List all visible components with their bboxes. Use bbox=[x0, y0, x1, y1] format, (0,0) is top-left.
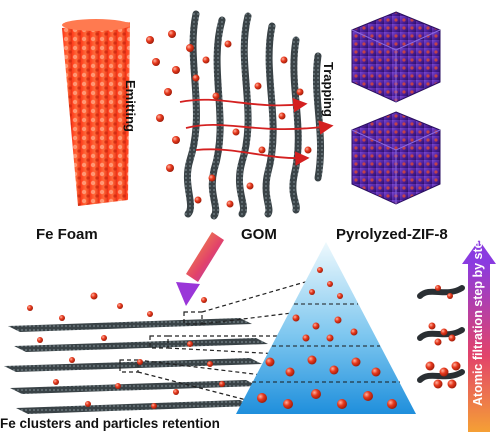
fe-particle bbox=[447, 379, 457, 389]
fe-particle bbox=[440, 328, 448, 336]
fe-particle bbox=[187, 341, 193, 347]
fe-particle bbox=[283, 399, 293, 409]
zoom-connectors bbox=[119, 279, 313, 405]
fe-particle bbox=[192, 74, 200, 82]
fe-particle bbox=[90, 292, 98, 300]
label-emitting: Emitting bbox=[123, 80, 138, 132]
fe-particle bbox=[428, 322, 436, 330]
fe-particle bbox=[434, 338, 442, 346]
fe-particle bbox=[212, 92, 220, 100]
zif-particle-bottom bbox=[351, 111, 441, 205]
fe-particle bbox=[172, 66, 180, 74]
process-arrow bbox=[176, 232, 224, 306]
fe-particle bbox=[311, 389, 321, 399]
fe-particle bbox=[329, 365, 339, 375]
fe-particle bbox=[208, 174, 216, 182]
side-sheet-samples bbox=[417, 285, 465, 383]
fe-particle bbox=[285, 367, 295, 377]
stacked-membrane-layers bbox=[4, 318, 268, 414]
fe-particle bbox=[257, 393, 267, 403]
fe-particle bbox=[156, 114, 164, 122]
fe-particle bbox=[292, 314, 300, 322]
fe-particle bbox=[219, 381, 225, 387]
fe-particle bbox=[246, 182, 254, 190]
fe-particle bbox=[85, 401, 91, 407]
fe-particle bbox=[265, 357, 275, 367]
fe-particle bbox=[307, 355, 317, 365]
fe-particle bbox=[37, 337, 43, 343]
fe-particle bbox=[280, 56, 288, 64]
fe-particle bbox=[226, 200, 234, 208]
fe-particle bbox=[371, 367, 381, 377]
fe-particle bbox=[101, 335, 107, 341]
fe-particle bbox=[448, 334, 456, 342]
fe-particles bbox=[27, 30, 461, 409]
fe-particle bbox=[172, 136, 180, 144]
fe-particle bbox=[258, 146, 266, 154]
fe-particle bbox=[137, 359, 143, 365]
fe-particle bbox=[302, 334, 310, 342]
fe-particle bbox=[69, 357, 75, 363]
fe-particle bbox=[207, 361, 213, 367]
fe-particle bbox=[186, 44, 194, 52]
fe-particle bbox=[439, 367, 449, 377]
fe-particle bbox=[337, 399, 347, 409]
fe-foam-illustration bbox=[62, 19, 130, 206]
fe-particle bbox=[304, 146, 312, 154]
fe-particle bbox=[147, 311, 153, 317]
fe-particle bbox=[194, 196, 202, 204]
fe-particle bbox=[152, 58, 160, 66]
fe-particle bbox=[115, 383, 121, 389]
label-gom: GOM bbox=[241, 226, 277, 243]
fe-particle bbox=[334, 316, 342, 324]
fe-particle bbox=[151, 403, 157, 409]
fe-particle bbox=[435, 285, 441, 291]
fe-particle bbox=[53, 379, 59, 385]
label-retention: Fe clusters and particles retention bbox=[0, 416, 220, 431]
gom-layered-membrane bbox=[183, 10, 325, 220]
fe-particle bbox=[168, 30, 176, 38]
fe-particle bbox=[117, 303, 123, 309]
trajectory-arrows bbox=[179, 98, 334, 166]
fe-particle bbox=[202, 56, 210, 64]
fe-particle bbox=[27, 305, 33, 311]
label-fe-foam: Fe Foam bbox=[36, 226, 98, 243]
fe-particle bbox=[173, 389, 179, 395]
fe-particle bbox=[351, 357, 361, 367]
fe-particle bbox=[254, 82, 262, 90]
fe-particle bbox=[309, 289, 315, 295]
atomic-filtration-arrow bbox=[462, 240, 496, 432]
fe-particle bbox=[317, 267, 323, 273]
fe-particle bbox=[224, 40, 232, 48]
fe-particle bbox=[232, 128, 240, 136]
fe-particle bbox=[312, 322, 320, 330]
fe-particle bbox=[59, 315, 65, 321]
fe-particle bbox=[296, 88, 304, 96]
fe-particle bbox=[425, 361, 435, 371]
fe-particle bbox=[350, 328, 358, 336]
fe-particle bbox=[278, 112, 286, 120]
label-pyrolyzed-zif-8: Pyrolyzed-ZIF-8 bbox=[336, 226, 448, 243]
fe-particle bbox=[363, 391, 373, 401]
label-trapping: Trapping bbox=[321, 62, 336, 117]
fe-particle bbox=[433, 379, 443, 389]
fe-particle bbox=[146, 36, 154, 44]
fe-particle bbox=[164, 88, 172, 96]
filtration-pyramid bbox=[236, 242, 416, 414]
zif-particle-top bbox=[351, 11, 441, 103]
fe-particle bbox=[451, 361, 461, 371]
fe-particle bbox=[166, 164, 174, 172]
fe-particle bbox=[337, 293, 343, 299]
fe-particle bbox=[201, 297, 207, 303]
fe-particle bbox=[326, 334, 334, 342]
fe-particle bbox=[447, 293, 453, 299]
fe-particle bbox=[327, 281, 333, 287]
fe-particle bbox=[387, 399, 397, 409]
label-atomic-filtration: Atomic filtration step by step bbox=[471, 233, 485, 406]
